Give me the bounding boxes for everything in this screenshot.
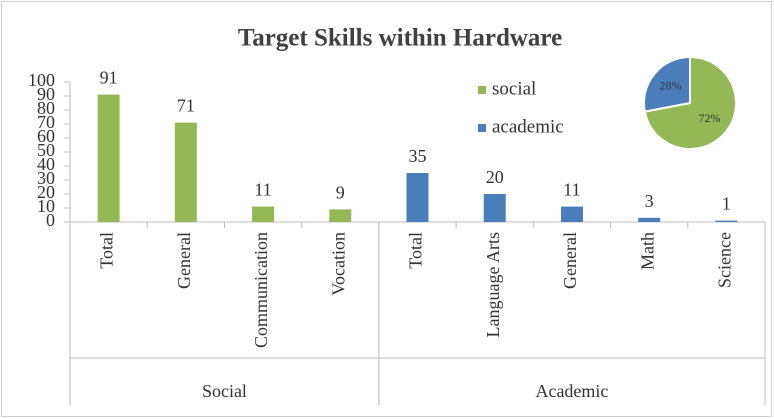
bar bbox=[406, 173, 429, 222]
y-tick-label: 80 bbox=[37, 98, 55, 118]
chart-title: Target Skills within Hardware bbox=[238, 25, 562, 52]
legend-swatch bbox=[478, 86, 486, 94]
y-tick-label: 10 bbox=[37, 196, 55, 216]
x-tick-label: General bbox=[560, 232, 580, 289]
data-label: 11 bbox=[254, 180, 271, 200]
bar bbox=[97, 94, 120, 222]
x-tick-label: Communication bbox=[251, 232, 271, 348]
bar bbox=[483, 194, 506, 222]
y-tick-label: 60 bbox=[37, 126, 55, 146]
y-tick-label: 30 bbox=[37, 168, 55, 188]
y-tick-label: 90 bbox=[37, 84, 55, 104]
y-tick-label: 0 bbox=[46, 210, 55, 230]
bar bbox=[329, 209, 352, 222]
group-label: Academic bbox=[535, 381, 608, 401]
legend-label: social bbox=[492, 78, 536, 99]
bar bbox=[174, 122, 197, 222]
x-tick-label: Math bbox=[637, 232, 657, 270]
x-tick-label: Language Arts bbox=[483, 232, 503, 337]
y-tick-label: 40 bbox=[37, 154, 55, 174]
legend-swatch bbox=[478, 124, 486, 132]
x-tick-label: Vocation bbox=[328, 232, 348, 296]
y-tick-label: 50 bbox=[37, 140, 55, 160]
bar bbox=[560, 206, 583, 222]
data-label: 91 bbox=[100, 68, 118, 88]
pie-label: 72% bbox=[698, 111, 720, 125]
data-label: 20 bbox=[486, 167, 504, 187]
pie-label: 28% bbox=[660, 79, 682, 93]
x-tick-label: Total bbox=[406, 232, 426, 269]
group-label: Social bbox=[202, 381, 247, 401]
data-label: 3 bbox=[645, 191, 654, 211]
legend-label: academic bbox=[492, 116, 564, 137]
y-tick-label: 100 bbox=[28, 70, 55, 90]
data-label: 11 bbox=[563, 180, 580, 200]
y-tick-label: 70 bbox=[37, 112, 55, 132]
bar bbox=[715, 220, 738, 222]
data-label: 1 bbox=[722, 194, 731, 214]
bar bbox=[252, 206, 275, 222]
pie-slice bbox=[643, 55, 691, 113]
bar bbox=[638, 217, 661, 222]
y-tick-label: 20 bbox=[37, 182, 55, 202]
x-tick-label: Science bbox=[715, 232, 735, 288]
data-label: 35 bbox=[409, 146, 427, 166]
data-label: 9 bbox=[336, 183, 345, 203]
x-tick-label: Total bbox=[97, 232, 117, 269]
x-tick-label: General bbox=[174, 232, 194, 289]
data-label: 71 bbox=[177, 96, 195, 116]
